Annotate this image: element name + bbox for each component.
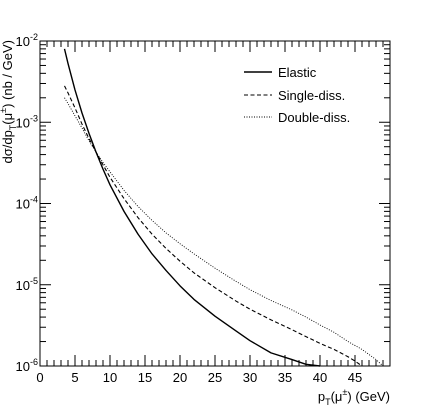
y-tick-label: 10-6: [16, 357, 38, 374]
x-tick-label: 40: [313, 370, 327, 385]
x-tick-labels: 0 5 10 15 20 25 30 35 40 45: [36, 370, 362, 385]
series-line-0: [63, 48, 321, 367]
plot-series: [63, 48, 384, 367]
x-tick-label: 45: [348, 370, 362, 385]
legend-label-1: Single-diss.: [278, 88, 345, 103]
x-tick-label: 25: [208, 370, 222, 385]
x-tick-label: 0: [36, 370, 43, 385]
x-tick-label: 30: [243, 370, 257, 385]
series-line-1: [64, 85, 363, 367]
y-tick-label: 10-5: [16, 276, 38, 293]
x-tick-label: 15: [138, 370, 152, 385]
x-axis-title: pT(μ±) (GeV): [318, 387, 390, 407]
y-tick-label: 10-3: [16, 113, 38, 130]
y-tick-labels: 10-6 10-5 10-4 10-3 10-2: [16, 32, 38, 374]
y-axis-title: dσ/dpT(μ±) (nb / GeV): [0, 40, 18, 164]
y-tick-label: 10-2: [16, 32, 38, 49]
legend-label-0: Elastic: [278, 65, 317, 80]
x-tick-label: 20: [173, 370, 187, 385]
series-line-2: [64, 97, 384, 367]
x-tick-label: 5: [71, 370, 78, 385]
y-tick-label: 10-4: [16, 195, 38, 212]
legend: Elastic Single-diss. Double-diss.: [244, 65, 350, 125]
x-tick-label: 35: [278, 370, 292, 385]
legend-label-2: Double-diss.: [278, 110, 350, 125]
x-tick-label: 10: [103, 370, 117, 385]
plot-frame: [39, 40, 391, 367]
